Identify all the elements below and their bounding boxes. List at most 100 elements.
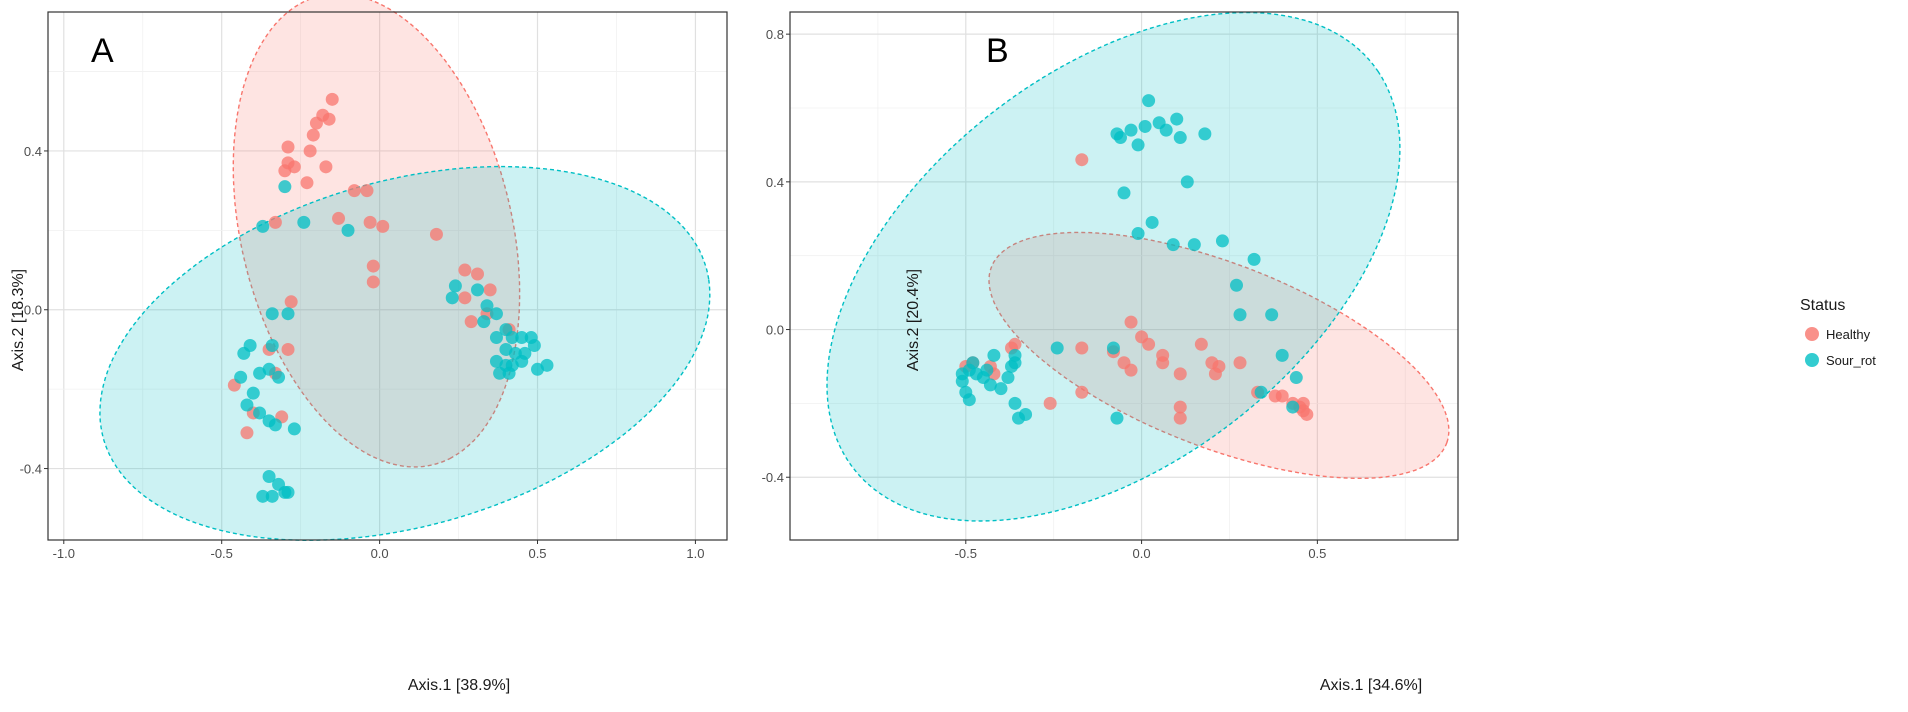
- panel-b-point-healthy: [1194, 337, 1208, 351]
- panel-b-point-sour-rot: [1166, 238, 1180, 252]
- panel-b-point-healthy: [1075, 153, 1089, 167]
- panel-a-point-sour-rot: [243, 338, 257, 352]
- panel-a-grid: [48, 12, 727, 540]
- panel-b-point-sour-rot: [1019, 407, 1033, 421]
- panel-b-point-sour-rot: [1275, 348, 1289, 362]
- legend-label-healthy: Healthy: [1826, 327, 1871, 342]
- panel-a-point-sour-rot: [297, 215, 311, 229]
- panel-a-point-sour-rot: [527, 338, 541, 352]
- panel-b-point-sour-rot: [1124, 123, 1138, 137]
- panel-a-point-healthy: [429, 227, 443, 241]
- panel-b-point-healthy: [1300, 407, 1314, 421]
- panel-a-point-sour-rot: [253, 366, 267, 380]
- panel-a-label: A: [91, 32, 114, 70]
- panel-a-point-sour-rot: [268, 418, 282, 432]
- panel-a-point-healthy: [268, 215, 282, 229]
- panel-a-point-sour-rot: [253, 406, 267, 420]
- panel-a-point-sour-rot: [480, 299, 494, 313]
- panel-a-point-healthy: [281, 156, 295, 170]
- panel-b-point-sour-rot: [1286, 400, 1300, 414]
- panel-a-point-sour-rot: [505, 358, 519, 372]
- panel-b-point-healthy: [1212, 359, 1226, 373]
- panel-b-x-tick-label: 0.0: [1133, 546, 1151, 561]
- panel-b-y-tick-label: -0.4: [762, 470, 784, 485]
- panel-b-point-sour-rot: [1142, 94, 1156, 108]
- legend-title: Status: [1800, 297, 1845, 314]
- panel-b-point-healthy: [1075, 341, 1089, 355]
- panel-b-point-sour-rot: [1265, 308, 1279, 322]
- panel-a-point-healthy: [325, 92, 339, 106]
- panel-a-point-healthy: [464, 315, 478, 329]
- panel-b-point-sour-rot: [1198, 127, 1212, 141]
- panel-a-point-sour-rot: [281, 307, 295, 321]
- panel-b-point-sour-rot: [1131, 138, 1145, 152]
- panel-a-y-ticks: 0.4 0.0 -0.4: [20, 144, 48, 477]
- panel-b-point-sour-rot: [1233, 308, 1247, 322]
- panel-b-point-sour-rot: [983, 378, 997, 392]
- panel-a-frame: [47, 11, 728, 541]
- panel-a-point-healthy: [303, 144, 317, 158]
- panel-a-ellipses: [99, 0, 711, 542]
- panel-b-point-sour-rot: [1159, 123, 1173, 137]
- panel-b-point-sour-rot: [994, 382, 1008, 396]
- panel-b-point-sour-rot: [1247, 252, 1261, 266]
- panel-a-point-healthy: [240, 426, 254, 440]
- panel-a-point-healthy: [366, 275, 380, 289]
- panel-a-point-healthy: [322, 112, 336, 126]
- panel-a-point-sour-rot: [281, 485, 295, 499]
- panel-a-point-sour-rot: [262, 469, 276, 483]
- panel-a-x-tick-label: 0.5: [528, 546, 546, 561]
- panel-b-point-healthy: [1173, 400, 1187, 414]
- panel-b-point-sour-rot: [1187, 238, 1201, 252]
- panel-a-point-sour-rot: [477, 315, 491, 329]
- panel-a-point-sour-rot: [265, 307, 279, 321]
- panel-b-label: B: [986, 32, 1009, 70]
- panel-a-point-healthy: [366, 259, 380, 273]
- panel-a-point-sour-rot: [256, 489, 270, 503]
- panel-a-point-healthy: [458, 263, 472, 277]
- panel-a-point-sour-rot: [505, 331, 519, 345]
- panel-b-point-sour-rot: [1230, 278, 1244, 292]
- panel-b-point-healthy: [1275, 389, 1289, 403]
- panel-a-point-sour-rot: [287, 422, 301, 436]
- panel-b-x-ticks: -0.5 0.0 0.5: [955, 540, 1326, 561]
- panel-b-point-sour-rot: [1008, 396, 1022, 410]
- panel-b-point-sour-rot: [1173, 131, 1187, 145]
- panel-b-point-sour-rot: [1145, 215, 1159, 229]
- panel-b-y-tick-label: 0.4: [766, 175, 784, 190]
- panel-a-point-sour-rot: [234, 370, 248, 384]
- panel-a-point-sour-rot: [471, 283, 485, 297]
- panel-a-point-sour-rot: [272, 370, 286, 384]
- panel-b-point-healthy: [1142, 337, 1156, 351]
- panel-a-x-tick-label: 0.0: [371, 546, 389, 561]
- panel-b-point-sour-rot: [1106, 341, 1120, 355]
- panel-b-point-healthy: [1156, 356, 1170, 370]
- panel-a-point-sour-rot: [489, 307, 503, 321]
- panel-a-point-healthy: [360, 184, 374, 198]
- legend-label-sour-rot: Sour_rot: [1826, 353, 1876, 368]
- panel-b-point-healthy: [1008, 337, 1022, 351]
- panel-a-point-sour-rot: [489, 331, 503, 345]
- panel-b-point-sour-rot: [1001, 371, 1015, 385]
- panel-b-point-sour-rot: [962, 393, 976, 407]
- panel-b-x-axis-title: Axis.1 [34.6%]: [1320, 677, 1422, 694]
- panel-a-point-healthy: [284, 295, 298, 309]
- legend-item-healthy: Healthy: [1805, 327, 1871, 342]
- panel-a-ellipse-healthy: [232, 0, 521, 468]
- panel-a-x-ticks: -1.0 -0.5 0.0 0.5 1.0: [53, 540, 704, 561]
- panel-a-point-sour-rot: [278, 180, 292, 194]
- panel-b-point-sour-rot: [1050, 341, 1064, 355]
- panel-a-point-sour-rot: [445, 291, 459, 305]
- panel-a-point-healthy: [458, 291, 472, 305]
- legend-key-sour-rot: [1805, 353, 1819, 367]
- panel-b-point-sour-rot: [1254, 385, 1268, 399]
- legend: Status Healthy Sour_rot: [1800, 297, 1876, 368]
- panel-b-point-healthy: [1124, 363, 1138, 377]
- panel-b-point-sour-rot: [1138, 119, 1152, 133]
- panel-a-point-healthy: [363, 215, 377, 229]
- panel-a-point-sour-rot: [540, 358, 554, 372]
- panel-b-y-tick-label: 0.8: [766, 27, 784, 42]
- panel-b-point-healthy: [1173, 411, 1187, 425]
- panel-a-point-healthy: [300, 176, 314, 190]
- panel-a-point-sour-rot: [493, 366, 507, 380]
